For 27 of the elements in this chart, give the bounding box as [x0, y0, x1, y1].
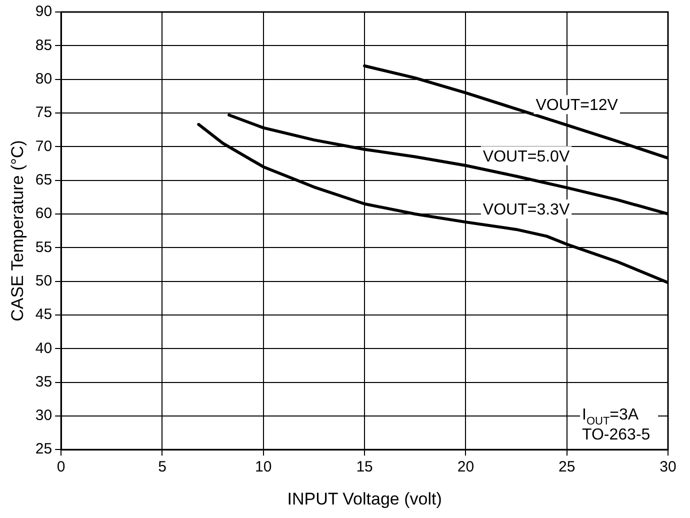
- y-tick-label: 90: [35, 3, 52, 20]
- y-tick-label: 40: [35, 340, 52, 357]
- y-tick-label: 85: [35, 36, 52, 54]
- annotation: TO-263-5: [582, 426, 650, 444]
- x-tick-label: 10: [255, 458, 272, 476]
- series-label: VOUT=12V: [536, 97, 618, 114]
- y-tick-label: 55: [35, 238, 52, 256]
- x-tick-label: 20: [457, 458, 474, 476]
- x-tick-label: 25: [558, 458, 576, 476]
- y-tick-label: 35: [35, 373, 52, 390]
- y-axis-title: CASE Temperature (°C): [8, 140, 27, 322]
- x-tick-label: 30: [660, 458, 676, 476]
- y-tick-label: 60: [35, 205, 52, 222]
- y-tick-label: 45: [35, 306, 52, 324]
- y-tick-label: 75: [35, 104, 52, 122]
- y-tick-label: 30: [35, 407, 52, 424]
- x-tick-label: 5: [158, 458, 166, 476]
- series-label: VOUT=5.0V: [482, 148, 570, 166]
- y-tick-label: 50: [35, 272, 52, 290]
- y-tick-label: 80: [35, 70, 52, 88]
- x-axis-title: INPUT Voltage (volt): [287, 489, 442, 508]
- y-tick-label: 65: [35, 171, 52, 188]
- y-tick-label: 25: [35, 440, 52, 458]
- x-tick-label: 0: [56, 458, 66, 476]
- series-label: VOUT=3.3V: [482, 201, 570, 218]
- y-tick-label: 70: [35, 138, 52, 155]
- x-tick-label: 15: [356, 458, 373, 476]
